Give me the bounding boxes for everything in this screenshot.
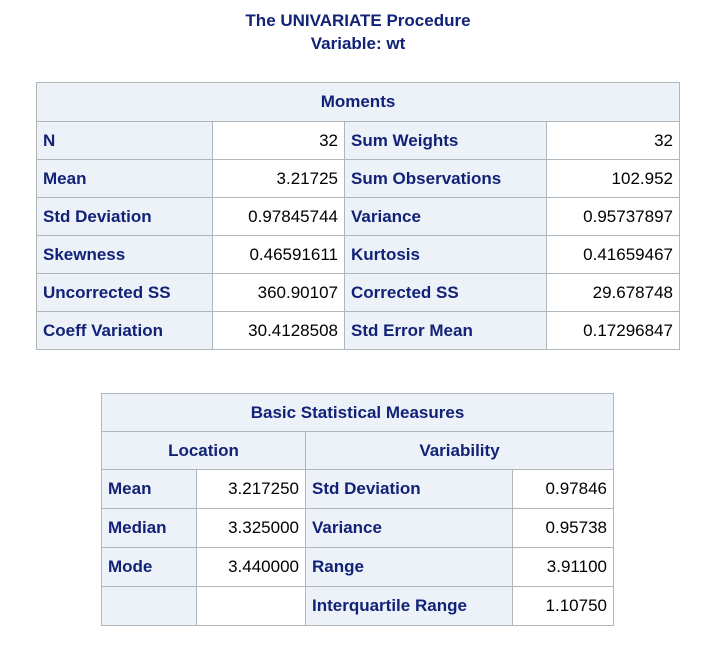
moments-row: Uncorrected SS 360.90107 Corrected SS 29… <box>36 273 680 312</box>
moments-label: Corrected SS <box>344 273 547 312</box>
location-label: Median <box>101 508 197 548</box>
location-value <box>196 586 306 626</box>
variability-value: 1.10750 <box>512 586 614 626</box>
moments-header: Moments <box>36 82 680 122</box>
moments-label: Sum Observations <box>344 159 547 198</box>
moments-value: 0.97845744 <box>212 197 345 236</box>
moments-label: Variance <box>344 197 547 236</box>
location-value: 3.325000 <box>196 508 306 548</box>
moments-label: Std Deviation <box>36 197 213 236</box>
basic-subheader-row: Location Variability <box>101 431 614 470</box>
variability-value: 0.95738 <box>512 508 614 548</box>
location-label <box>101 586 197 626</box>
moments-value: 0.17296847 <box>546 311 680 350</box>
location-label: Mode <box>101 547 197 587</box>
moments-label: Coeff Variation <box>36 311 213 350</box>
basic-header-row: Basic Statistical Measures <box>101 393 614 432</box>
moments-row: Coeff Variation 30.4128508 Std Error Mea… <box>36 311 680 350</box>
output-titles: The UNIVARIATE Procedure Variable: wt <box>0 9 716 55</box>
variability-value: 3.91100 <box>512 547 614 587</box>
moments-label: Uncorrected SS <box>36 273 213 312</box>
variability-label: Range <box>305 547 513 587</box>
moments-value: 29.678748 <box>546 273 680 312</box>
variable-title: Variable: wt <box>310 34 406 53</box>
moments-row: Mean 3.21725 Sum Observations 102.952 <box>36 159 680 198</box>
variability-header: Variability <box>305 431 614 470</box>
moments-value: 102.952 <box>546 159 680 198</box>
location-label: Mean <box>101 469 197 509</box>
moments-value: 3.21725 <box>212 159 345 198</box>
moments-value: 360.90107 <box>212 273 345 312</box>
moments-value: 32 <box>546 121 680 160</box>
moments-row: N 32 Sum Weights 32 <box>36 121 680 160</box>
moments-table: Moments N 32 Sum Weights 32 Mean 3.21725… <box>36 82 680 350</box>
basic-header: Basic Statistical Measures <box>101 393 614 432</box>
moments-value: 30.4128508 <box>212 311 345 350</box>
basic-row: Mean 3.217250 Std Deviation 0.97846 <box>101 469 614 509</box>
moments-value: 0.41659467 <box>546 235 680 274</box>
moments-label: Kurtosis <box>344 235 547 274</box>
location-value: 3.440000 <box>196 547 306 587</box>
variability-value: 0.97846 <box>512 469 614 509</box>
moments-label: Mean <box>36 159 213 198</box>
basic-measures-table: Basic Statistical Measures Location Vari… <box>101 393 614 626</box>
moments-value: 32 <box>212 121 345 160</box>
moments-header-row: Moments <box>36 82 680 122</box>
basic-row: Interquartile Range 1.10750 <box>101 586 614 626</box>
variability-label: Interquartile Range <box>305 586 513 626</box>
basic-row: Median 3.325000 Variance 0.95738 <box>101 508 614 548</box>
moments-label: Sum Weights <box>344 121 547 160</box>
basic-row: Mode 3.440000 Range 3.91100 <box>101 547 614 587</box>
location-value: 3.217250 <box>196 469 306 509</box>
moments-value: 0.46591611 <box>212 235 345 274</box>
procedure-title: The UNIVARIATE Procedure <box>245 11 471 30</box>
moments-row: Skewness 0.46591611 Kurtosis 0.41659467 <box>36 235 680 274</box>
variability-label: Variance <box>305 508 513 548</box>
moments-label: Skewness <box>36 235 213 274</box>
moments-value: 0.95737897 <box>546 197 680 236</box>
moments-row: Std Deviation 0.97845744 Variance 0.9573… <box>36 197 680 236</box>
moments-label: Std Error Mean <box>344 311 547 350</box>
moments-label: N <box>36 121 213 160</box>
variability-label: Std Deviation <box>305 469 513 509</box>
location-header: Location <box>101 431 306 470</box>
